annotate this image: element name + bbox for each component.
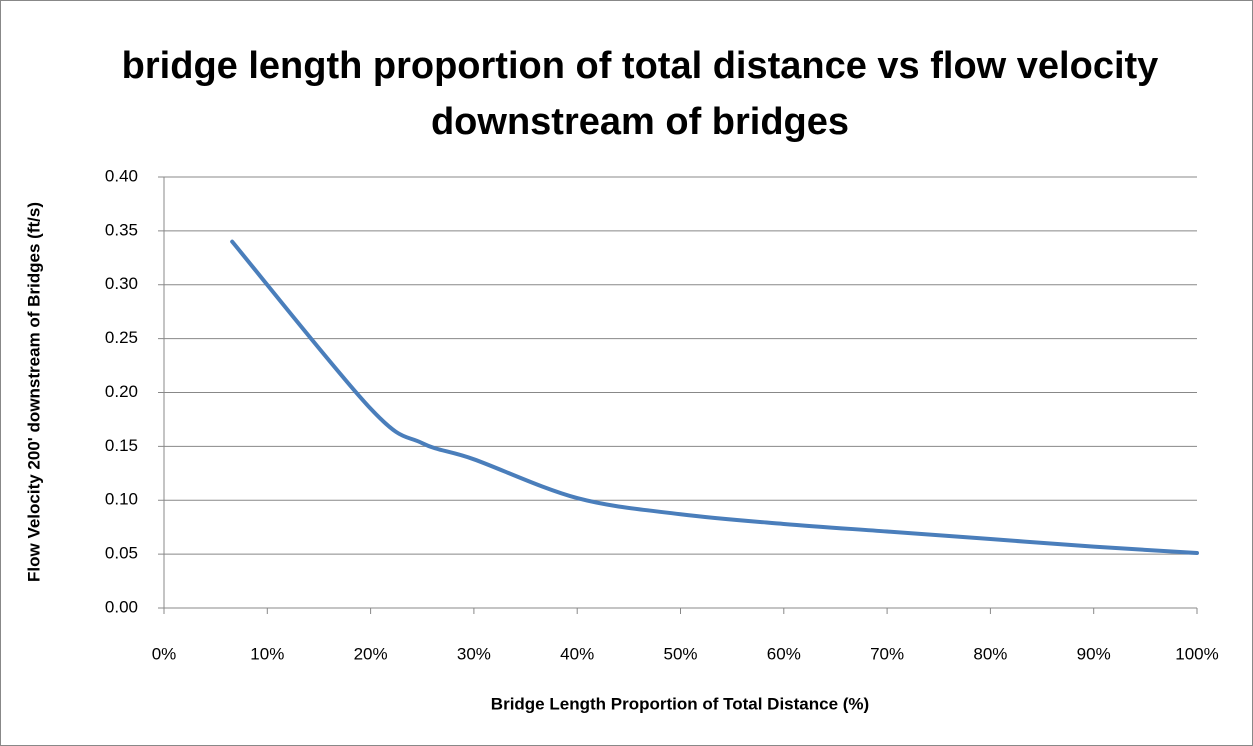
chart-title: bridge length proportion of total distan… bbox=[121, 45, 1159, 143]
x-tick-label: 70% bbox=[870, 644, 904, 663]
x-axis-title: Bridge Length Proportion of Total Distan… bbox=[491, 694, 869, 713]
y-tick-label: 0.15 bbox=[105, 436, 138, 455]
x-tick-label: 0% bbox=[152, 644, 177, 663]
x-tick-label: 40% bbox=[560, 644, 594, 663]
x-tick-label: 30% bbox=[457, 644, 491, 663]
x-tick-label: 80% bbox=[973, 644, 1007, 663]
y-axis-title: Flow Velocity 200' downstream of Bridges… bbox=[24, 202, 43, 582]
x-tick-label: 10% bbox=[250, 644, 284, 663]
y-tick-label: 0.30 bbox=[105, 274, 138, 293]
y-tick-label: 0.25 bbox=[105, 328, 138, 347]
y-tick-label: 0.10 bbox=[105, 490, 138, 509]
y-tick-label: 0.20 bbox=[105, 382, 138, 401]
y-tick-label: 0.35 bbox=[105, 220, 138, 239]
x-tick-label: 90% bbox=[1077, 644, 1111, 663]
line-series bbox=[230, 239, 1199, 556]
y-tick-label: 0.05 bbox=[105, 544, 138, 563]
y-tick-label: 0.40 bbox=[105, 166, 138, 185]
y-tick-label: 0.00 bbox=[105, 597, 138, 616]
x-tick-label: 50% bbox=[663, 644, 697, 663]
x-tick-label: 20% bbox=[354, 644, 388, 663]
x-tick-label: 60% bbox=[767, 644, 801, 663]
x-tick-label: 100% bbox=[1175, 644, 1218, 663]
